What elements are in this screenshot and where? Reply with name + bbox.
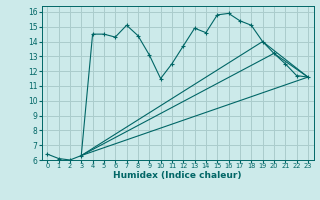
X-axis label: Humidex (Indice chaleur): Humidex (Indice chaleur): [113, 171, 242, 180]
